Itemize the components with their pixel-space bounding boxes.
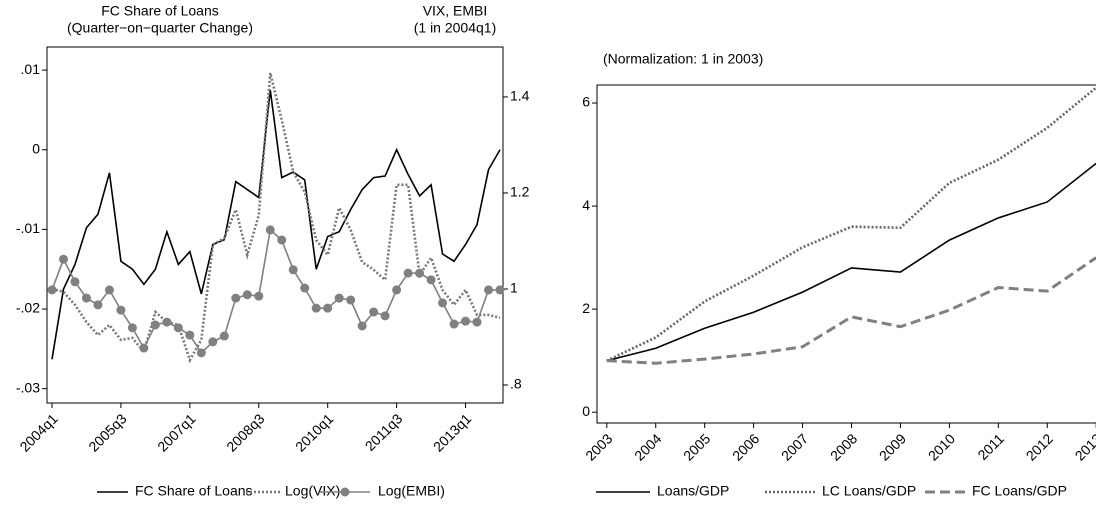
- series-marker: [162, 317, 172, 327]
- series-marker: [196, 348, 206, 358]
- series-marker: [334, 293, 344, 303]
- legend-label: FC Loans/GDP: [972, 483, 1067, 499]
- series-marker: [219, 331, 229, 341]
- y2-tick-label: 1.4: [510, 88, 530, 104]
- series-marker: [288, 265, 298, 275]
- x-tick-label: 2010: [925, 430, 958, 463]
- x-tick-label: 2005: [680, 430, 713, 463]
- legend-label: Log(VIX): [285, 483, 340, 499]
- series-marker: [81, 293, 91, 303]
- x-tick-label: 2004: [631, 430, 664, 463]
- x-tick-label: 2005q3: [85, 410, 129, 454]
- x-tick-label: 2008q3: [223, 410, 267, 454]
- series-marker: [472, 317, 482, 327]
- plot-frame: [46, 46, 504, 404]
- series-line: [51, 228, 500, 355]
- series-line: [606, 162, 1096, 362]
- chart-title: (Normalization: 1 in 2003): [603, 51, 763, 67]
- legend-label: Loans/GDP: [657, 483, 729, 499]
- series-marker: [47, 285, 57, 295]
- series-marker: [173, 323, 183, 333]
- series-marker: [380, 311, 390, 321]
- series-marker: [58, 254, 68, 264]
- series-marker: [311, 303, 321, 313]
- legend-label: Log(EMBI): [378, 483, 445, 499]
- chart-title: (Quarter−on−quarter Change): [67, 20, 253, 36]
- x-tick-label: 2011q3: [362, 410, 406, 454]
- x-tick-label: 2013q1: [430, 410, 474, 454]
- series-marker: [403, 268, 413, 278]
- y-tick-label: -.02: [16, 300, 40, 316]
- series-marker: [484, 285, 494, 295]
- y-tick-label: .01: [21, 61, 41, 77]
- chart-title: FC Share of Loans: [101, 3, 219, 19]
- series-marker: [357, 321, 367, 331]
- series-marker: [277, 235, 287, 245]
- y-tick-label: 6: [582, 94, 590, 110]
- series-marker: [127, 323, 137, 333]
- x-tick-label: 2003: [582, 430, 615, 463]
- legend-label: LC Loans/GDP: [822, 483, 916, 499]
- plot-frame: [596, 84, 1096, 424]
- series-line: [606, 86, 1096, 362]
- y-tick-label: 0: [32, 140, 40, 156]
- y-tick-label: -.01: [16, 220, 40, 236]
- series-marker: [150, 320, 160, 330]
- series-marker: [495, 285, 505, 295]
- chart-title: VIX, EMBI: [423, 3, 488, 19]
- series-marker: [346, 295, 356, 305]
- x-tick-label: 2007q1: [154, 410, 198, 454]
- series-marker: [208, 337, 218, 347]
- chart-title: (1 in 2004q1): [414, 20, 497, 36]
- legend-marker: [340, 487, 350, 497]
- series-marker: [70, 277, 80, 287]
- series-marker: [426, 275, 436, 285]
- y-tick-label: -.03: [16, 379, 40, 395]
- y-tick-label: 0: [582, 403, 590, 419]
- series-marker: [254, 291, 264, 301]
- x-tick-label: 2013: [1072, 430, 1096, 463]
- series-marker: [139, 343, 149, 353]
- y-tick-label: 4: [582, 197, 590, 213]
- series-marker: [392, 285, 402, 295]
- x-tick-label: 2008: [827, 430, 860, 463]
- y-tick-label: 2: [582, 300, 590, 316]
- y2-tick-label: 1: [510, 280, 518, 296]
- series-marker: [323, 303, 333, 313]
- series-marker: [93, 300, 103, 310]
- x-tick-label: 2007: [778, 430, 811, 463]
- legend-label: FC Share of Loans: [135, 483, 253, 499]
- series-line: [606, 256, 1096, 365]
- series-line: [51, 89, 501, 360]
- x-tick-label: 2011: [974, 430, 1007, 463]
- series-marker: [265, 225, 275, 235]
- series-marker: [242, 290, 252, 300]
- y2-tick-label: 1.2: [510, 184, 530, 200]
- series-marker: [300, 283, 310, 293]
- x-tick-label: 2010q1: [292, 410, 336, 454]
- series-marker: [461, 316, 471, 326]
- x-tick-label: 2009: [876, 430, 909, 463]
- series-marker: [449, 319, 459, 329]
- y2-tick-label: .8: [510, 376, 522, 392]
- series-marker: [104, 285, 114, 295]
- series-marker: [116, 305, 126, 315]
- series-line: [51, 72, 501, 364]
- x-tick-label: 2004q1: [16, 410, 60, 454]
- series-marker: [369, 307, 379, 317]
- series-marker: [185, 330, 195, 340]
- x-tick-label: 2006: [729, 430, 762, 463]
- x-tick-label: 2012: [1023, 430, 1056, 463]
- series-marker: [415, 268, 425, 278]
- series-marker: [438, 298, 448, 308]
- series-marker: [231, 293, 241, 303]
